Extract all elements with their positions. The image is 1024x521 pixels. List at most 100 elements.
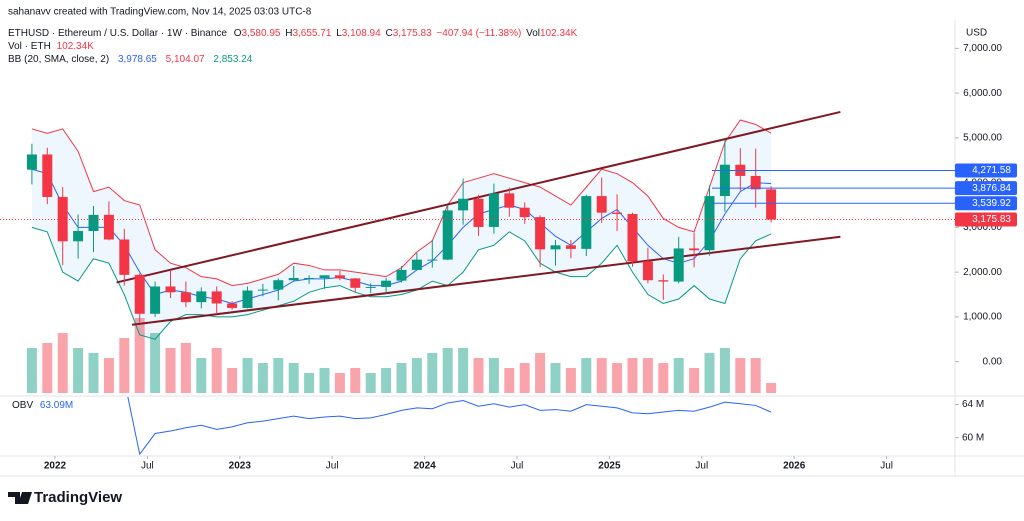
volume-bar [365,373,376,393]
candle-body [427,259,438,261]
volume-bar [42,343,53,393]
volume-bar [689,368,700,393]
candle-body [257,289,268,291]
obv-tick-label: 64 M [962,399,984,410]
volume-bar [673,358,684,393]
volume-bar [735,358,746,393]
price-label: 3,175.83 [972,214,1011,225]
candle-body [596,196,607,213]
price-label: 4,271.58 [972,165,1011,176]
volume-legend: Vol · ETH 102.34K [8,41,94,52]
volume-bar [411,358,422,393]
bb-title: BB (20, SMA, close, 2) [8,54,109,65]
volume-bar [227,368,238,393]
candle-body [180,292,191,303]
main-pane [26,110,841,393]
ohlc-label: C [385,28,392,39]
candle-body [196,291,207,303]
volume-bar [519,363,530,393]
y-tick-label: 2,000.00 [963,267,1002,278]
candle-body [396,269,407,281]
volume-bar [396,363,407,393]
volume-bar [427,353,438,393]
price-label: 3,876.84 [972,183,1011,194]
candle-body [150,286,161,314]
x-tick-label: Jul [511,461,524,472]
volume-bar [88,353,99,393]
x-tick-label: 2024 [413,461,436,472]
ohlc-label: H [285,28,292,39]
price-label-bg [955,181,1017,196]
volume-bar [381,368,392,393]
price-label-bg [955,212,1017,227]
volume-bar [165,348,176,393]
volume-bar [442,348,453,393]
axes: 0.001,000.002,000.003,000.004,000.005,00… [0,43,1017,472]
volume-bar [196,358,207,393]
volume-bar [257,363,268,393]
change: −407.94 (−11.38%) [436,28,521,39]
volume-bar [150,333,161,393]
brand-logo: TradingView [8,489,122,506]
credit: sahanavv created with TradingView.com, N… [8,7,312,18]
bb-legend: BB (20, SMA, close, 2) 3,978.65 5,104.07… [8,54,253,65]
volume-bar [658,363,669,393]
candle-body [458,198,469,211]
candle-body [211,291,222,304]
x-tick-label: 2026 [783,461,806,472]
candle-body [57,196,68,242]
candle-body [673,248,684,282]
ohlc-value: 3,175.83 [393,28,432,39]
volume-bar [627,358,638,393]
obv-tick-label: 60 M [962,432,984,443]
candle-body [334,275,345,279]
candle-body [165,286,176,293]
y-tick-label: 5,000.00 [963,133,1002,144]
candle-body [704,196,715,251]
volume-bar [26,348,37,393]
candle-body [719,164,730,197]
candle-body [242,290,253,308]
volume-bar [488,358,499,393]
candle-body [658,280,669,282]
vol-value: 102.34K [540,28,578,39]
brand: TradingView [34,489,122,506]
candle-body [350,278,361,288]
candle-body [519,207,530,218]
volume-bar [458,348,469,393]
volume-bar [766,383,777,393]
bb-value: 3,978.65 [118,54,157,65]
candle-body [304,277,315,279]
x-tick-label: 2025 [598,461,621,472]
candle-body [581,196,592,249]
volume-bar [319,368,330,393]
candle-body [119,239,130,275]
candle-body [26,154,37,170]
volume-bar [242,358,253,393]
candle-body [73,230,84,242]
volume-bar [612,363,623,393]
y-tick-label: 0.00 [983,356,1003,367]
volume-bar [273,358,284,393]
ohlc-value: 3,655.71 [292,28,331,39]
candle-body [488,193,499,227]
obv-line [127,397,772,456]
title: ETHUSD · Ethereum / U.S. Dollar · 1W · B… [8,28,227,39]
volume-bar [103,358,114,393]
volume-title: Vol · ETH [8,41,51,52]
bb-value: 5,104.07 [166,54,205,65]
price-label-bg [955,163,1017,178]
volume-bar [596,358,607,393]
volume-bar [134,318,145,393]
candle-body [411,259,422,270]
volume-bar [73,348,84,393]
candle-body [227,303,238,308]
ohlc-value: 3,580.95 [242,28,281,39]
ohlc-value: 3,108.94 [342,28,381,39]
candle-body [88,214,99,231]
volume-bar [473,358,484,393]
obv-pane [127,397,772,456]
volume-bar [704,353,715,393]
vol-label: Vol [526,28,540,39]
obv-legend: OBV 63.09M [12,400,73,411]
